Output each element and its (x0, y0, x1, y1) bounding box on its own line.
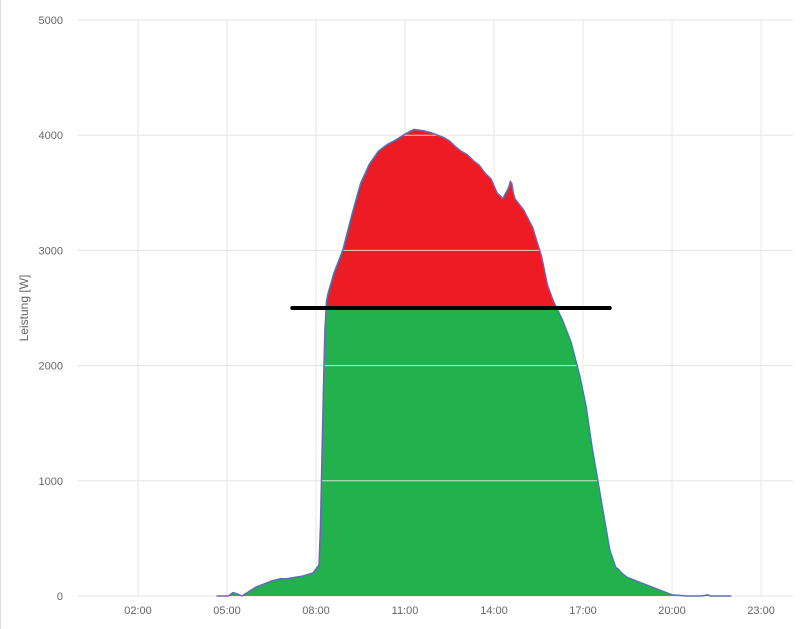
x-tick-label: 17:00 (569, 605, 597, 617)
y-tick-label: 3000 (39, 245, 63, 257)
area-below-threshold (216, 308, 732, 596)
y-tick-label: 2000 (39, 361, 63, 373)
x-tick-label: 14:00 (480, 605, 508, 617)
x-tick-label: 05:00 (213, 605, 241, 617)
y-tick-label: 4000 (39, 130, 63, 142)
x-tick-label: 23:00 (747, 605, 775, 617)
x-tick-label: 20:00 (658, 605, 686, 617)
y-tick-label: 5000 (39, 15, 63, 27)
series-areas (216, 128, 732, 597)
y-axis-title: Leistung [W] (17, 275, 31, 342)
area-above-threshold (216, 129, 732, 308)
y-tick-label: 1000 (39, 476, 63, 488)
x-tick-label: 02:00 (124, 605, 152, 617)
series-line (216, 128, 732, 597)
axes: 0 1000 2000 3000 4000 5000 02:00 05:00 08:00 11:0… (0, 0, 775, 629)
y-tick-label: 0 (57, 591, 63, 603)
x-tick-label: 08:00 (302, 605, 330, 617)
x-tick-label: 11:00 (392, 605, 419, 617)
